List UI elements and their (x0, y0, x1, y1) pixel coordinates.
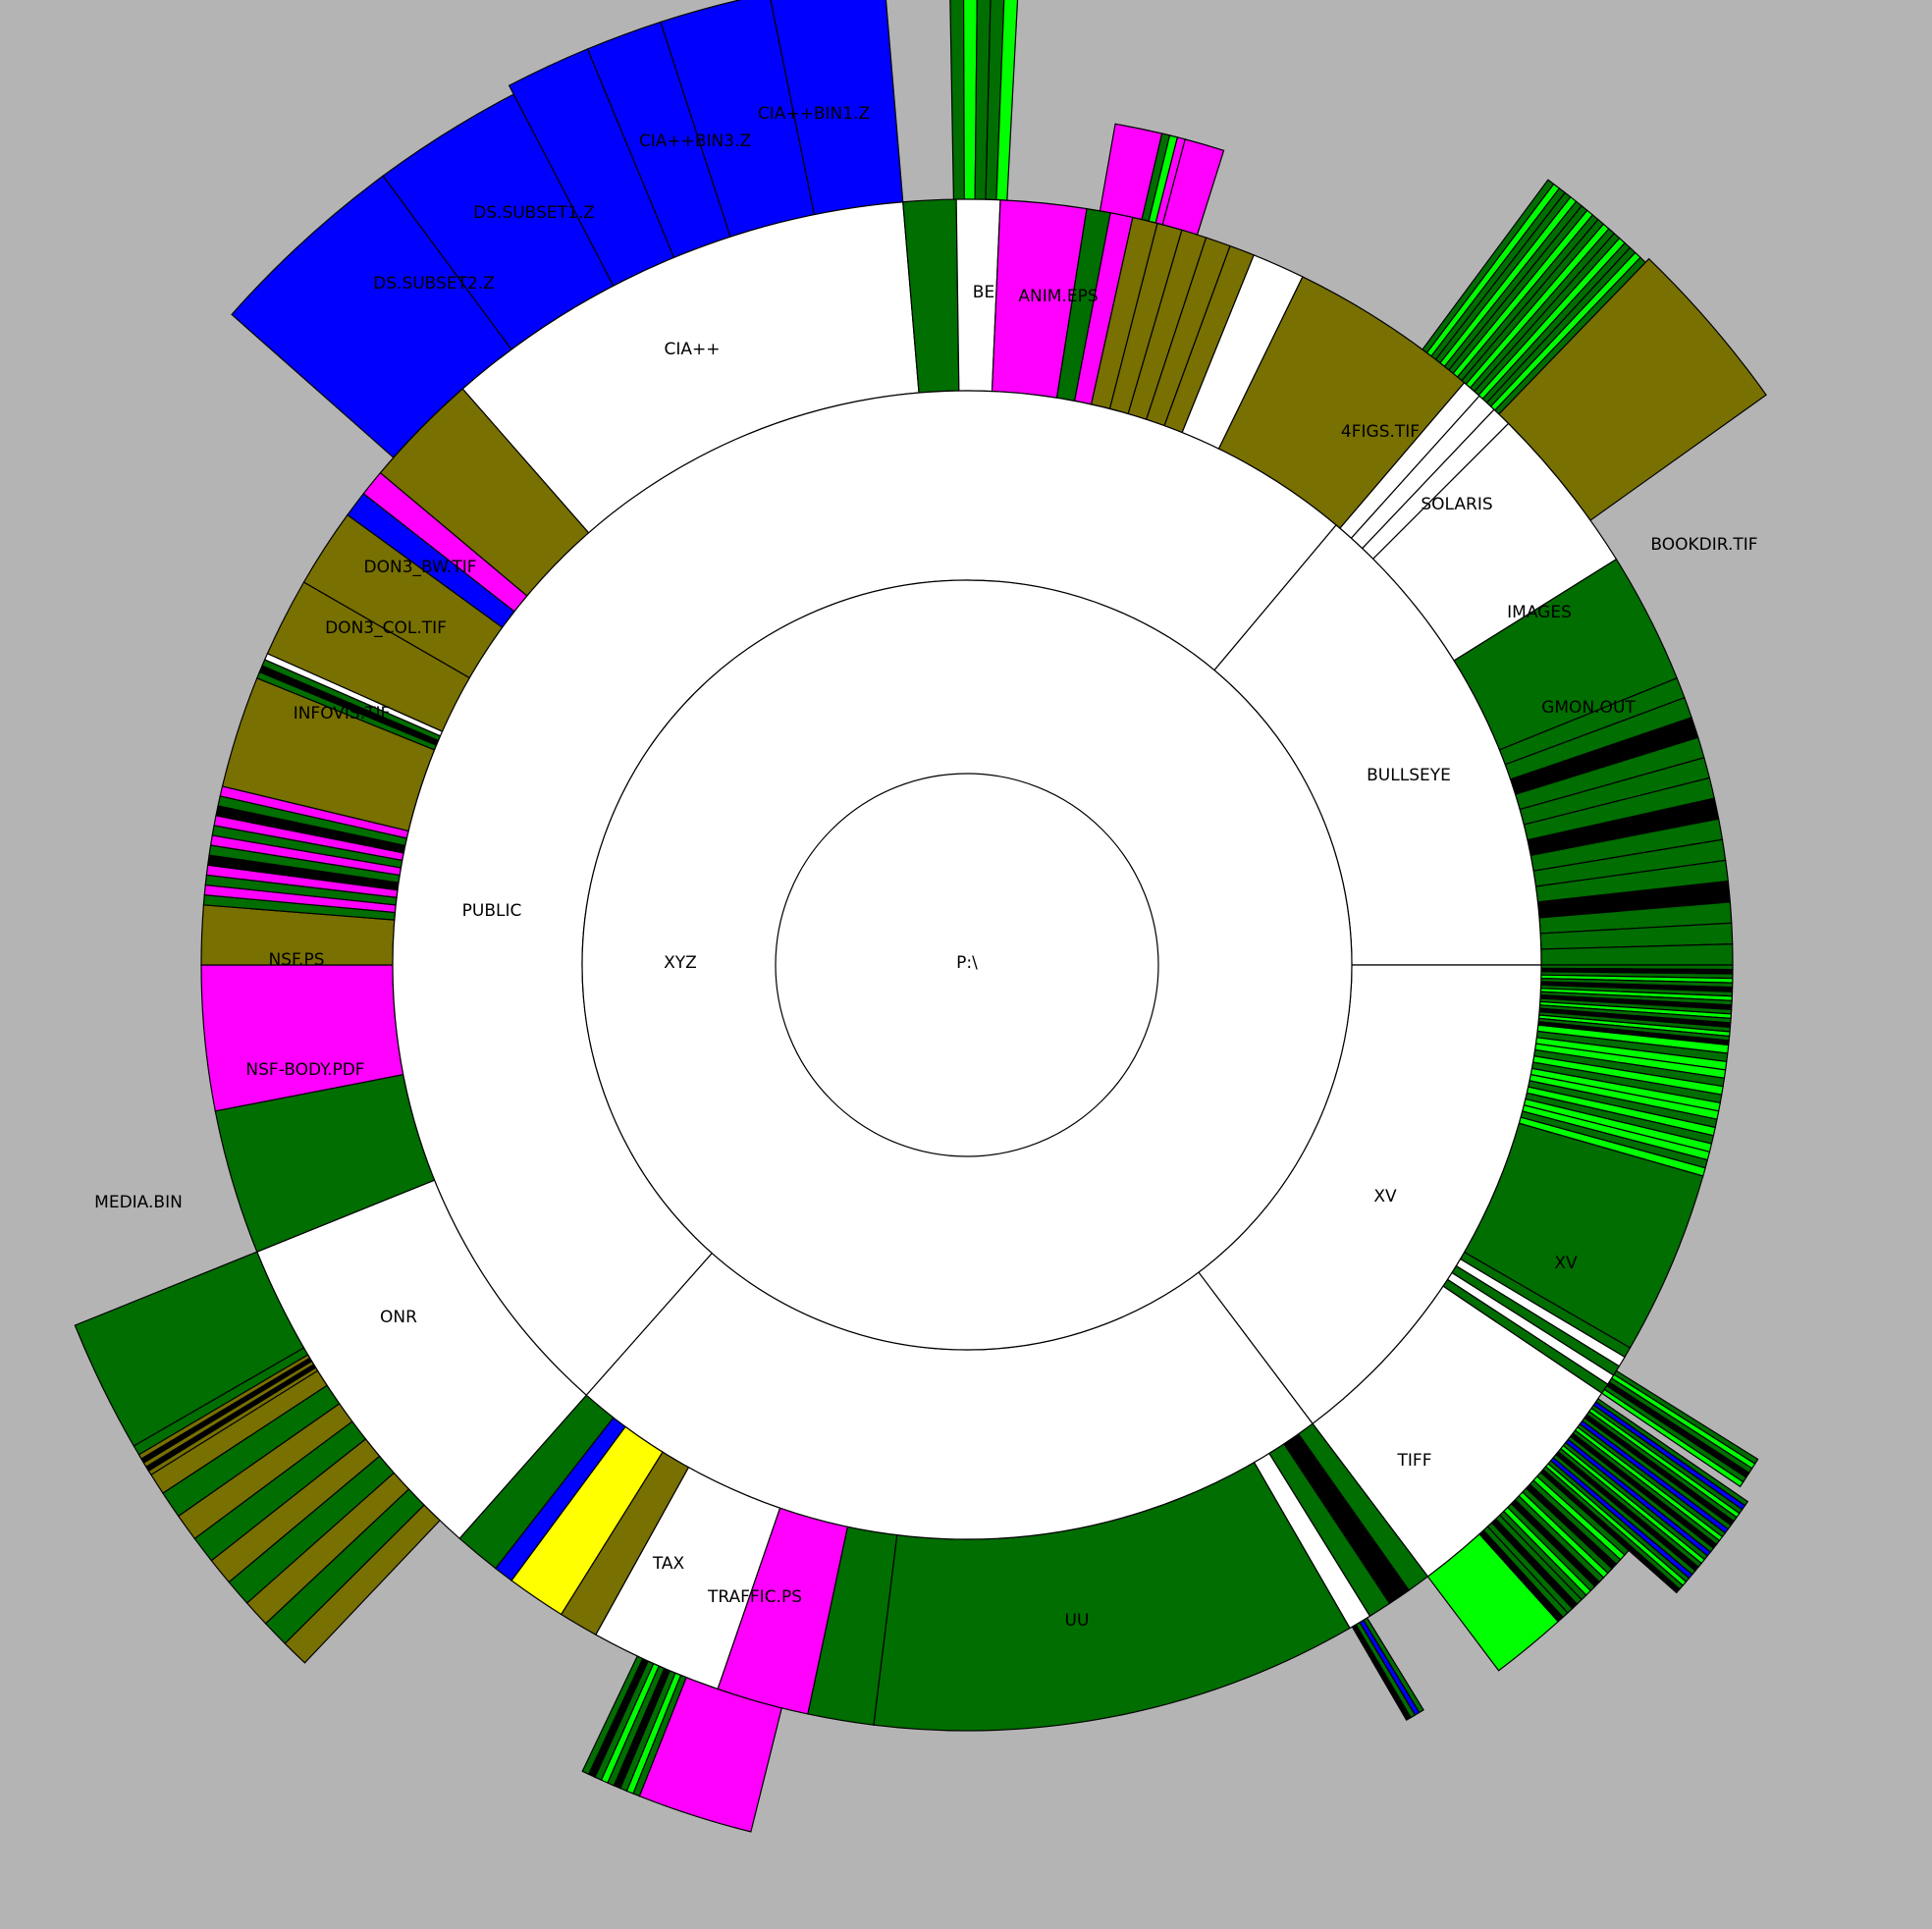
node-label-media-bin[interactable]: MEDIA.BIN (94, 1193, 183, 1212)
file-onr-thin-4[interactable] (137, 1354, 311, 1460)
node-label-bullseye[interactable]: BULLSEYE (1367, 766, 1451, 785)
node-label-public[interactable]: PUBLIC (462, 901, 522, 921)
node-label-cia[interactable]: CIA++ (664, 340, 720, 359)
node-label-be[interactable]: BE (973, 283, 994, 302)
node-label-onr[interactable]: ONR (380, 1308, 417, 1327)
dir-root[interactable] (775, 773, 1159, 1157)
node-label-tiff[interactable]: TIFF (1397, 1451, 1432, 1471)
node-label-root[interactable]: P:\ (956, 953, 978, 973)
node-label-nsf-ps[interactable]: NSF.PS (268, 950, 324, 970)
node-label-images[interactable]: IMAGES (1507, 603, 1572, 622)
node-label-xyz[interactable]: XYZ (664, 953, 697, 973)
node-label-bookdir[interactable]: BOOKDIR.TIF (1650, 535, 1757, 555)
node-label-tax[interactable]: TAX (652, 1554, 685, 1574)
node-label-infovis[interactable]: INFOVIS.TIF (294, 704, 391, 723)
node-label-uu[interactable]: UU (1065, 1611, 1090, 1631)
node-label-cia-bin3[interactable]: CIA++BIN3.Z (639, 132, 751, 151)
node-label-ds-subset2[interactable]: DS.SUBSET2.Z (373, 274, 495, 294)
node-label-traffic-ps[interactable]: TRAFFIC.PS (707, 1587, 802, 1607)
node-label-nsf-body[interactable]: NSF-BODY.PDF (245, 1060, 364, 1080)
node-label-gmon-out[interactable]: GMON.OUT (1541, 698, 1636, 718)
node-label-xv-dir[interactable]: XV (1373, 1187, 1397, 1206)
node-label-xv-file[interactable]: XV (1554, 1254, 1578, 1273)
file-media-bin[interactable] (74, 1251, 305, 1447)
node-label-solaris[interactable]: SOLARIS (1421, 495, 1492, 514)
node-label-cia-bin1[interactable]: CIA++BIN1.Z (758, 104, 870, 124)
node-label-ds-subset1[interactable]: DS.SUBSET1.Z (473, 203, 595, 223)
node-label-anim-eps[interactable]: ANIM.EPS (1018, 287, 1098, 306)
node-label-don3-bw[interactable]: DON3_BW.TIF (364, 558, 477, 577)
node-label-4figs[interactable]: 4FIGS.TIF (1341, 422, 1420, 442)
node-label-don3-col[interactable]: DON3_COL.TIF (325, 618, 447, 638)
